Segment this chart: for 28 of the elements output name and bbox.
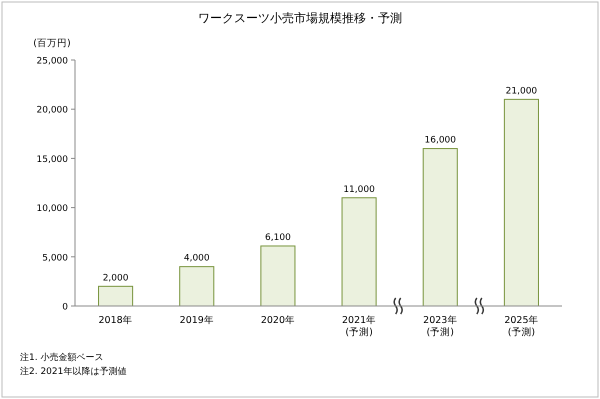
text: 注1. 小売金額ベース [20, 352, 104, 363]
bar [179, 266, 214, 306]
y-tick-label: 10,000 [36, 204, 68, 214]
bar [422, 148, 458, 306]
data-label: 2,000 [102, 273, 129, 284]
bar [260, 245, 296, 306]
data-label: 21,000 [506, 86, 538, 96]
data-label: 16,000 [424, 136, 456, 146]
bar [98, 286, 134, 306]
x-tick-label: 2025年 (予測) [504, 314, 539, 338]
chart-title: ワークスーツ小売市場規模推移・予測 [198, 11, 402, 25]
y-tick-label: 0 [62, 302, 68, 312]
y-tick-label: 15,000 [36, 154, 68, 165]
y-tick-label: 25,000 [36, 56, 68, 66]
bar [504, 98, 539, 306]
data-label: 11,000 [343, 184, 376, 195]
data-label: 6,100 [265, 232, 292, 243]
y-tick-label: 20,000 [36, 106, 68, 116]
y-tick-label: 5,000 [42, 253, 68, 264]
bar [342, 197, 377, 306]
x-tick-label: 2023年 (予測) [423, 314, 458, 338]
y-axis-title: (百万円) [33, 38, 71, 49]
x-tick-label: 2021年 (予測) [342, 314, 376, 338]
text: 注2. 2021年以降は予測値 [20, 366, 126, 377]
data-label: 4,000 [184, 254, 210, 264]
x-tick-label: 2019年 [180, 314, 214, 326]
x-tick-label: 2020年 [260, 314, 296, 326]
x-tick-label: 2018年 [98, 314, 133, 326]
